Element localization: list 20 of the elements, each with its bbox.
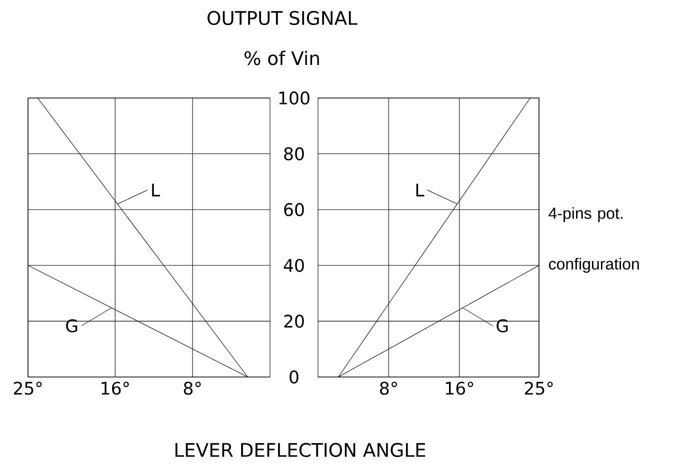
y-tick-label: 60 xyxy=(284,203,304,216)
y-tick-label: 0 xyxy=(290,370,298,384)
y-tick-label: 100 xyxy=(279,91,310,105)
series-label: L xyxy=(416,184,424,196)
series-label: G xyxy=(66,319,78,332)
chart-subtitle: % of Vin xyxy=(244,50,319,66)
y-tick-label: 80 xyxy=(284,147,304,160)
chart-title: OUTPUT SIGNAL xyxy=(208,10,358,26)
y-tick-label: 20 xyxy=(284,314,304,328)
text: 4-pins pot. configuration xyxy=(548,207,639,273)
x-tick-label: 8° xyxy=(380,382,397,395)
x-axis-title: LEVER DEFLECTION ANGLE xyxy=(176,442,426,458)
x-tick-label: 16° xyxy=(102,382,129,395)
x-tick-label: 25° xyxy=(524,382,553,395)
x-tick-label: 8° xyxy=(184,382,201,395)
legend-label: L xyxy=(152,184,160,196)
x-tick-label: 16° xyxy=(446,382,474,395)
y-tick-label: 40 xyxy=(284,258,304,272)
legend-label: G xyxy=(496,319,508,332)
x-tick-label: 25° xyxy=(14,382,42,395)
